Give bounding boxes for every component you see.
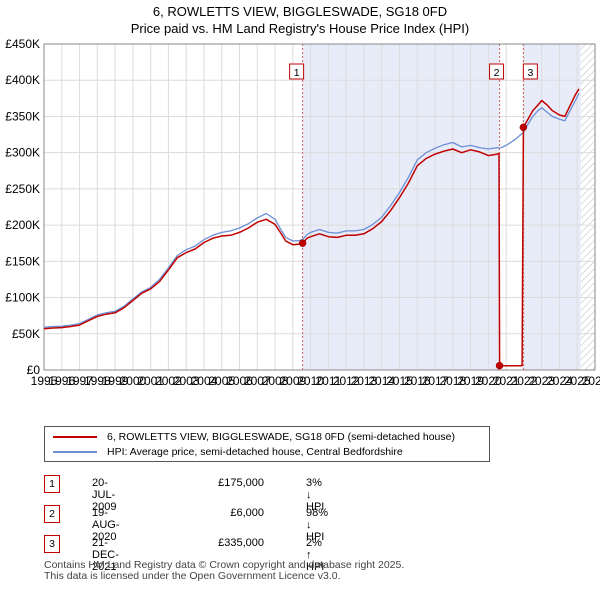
x-tick-label: 2021: [493, 374, 520, 388]
legend-swatch-hpi: [53, 451, 97, 453]
y-tick-label: £150K: [5, 254, 40, 268]
legend-item-hpi: HPI: Average price, semi-detached house,…: [53, 445, 403, 459]
footer-licence: This data is licensed under the Open Gov…: [44, 570, 341, 582]
transaction-hpi-change: 2% ↑ HPI: [306, 537, 325, 573]
legend-item-price: 6, ROWLETTS VIEW, BIGGLESWADE, SG18 0FD …: [53, 430, 455, 444]
legend: 6, ROWLETTS VIEW, BIGGLESWADE, SG18 0FD …: [44, 426, 490, 462]
x-tick-label: 2022: [511, 374, 538, 388]
x-tick-label: 2023: [528, 374, 555, 388]
transaction-price: £6,000: [230, 507, 264, 519]
x-tick-label: 2003: [173, 374, 200, 388]
y-tick-label: £300K: [5, 146, 40, 160]
y-tick-label: £100K: [5, 291, 40, 305]
y-tick-label: £450K: [5, 37, 40, 51]
y-tick-label: £350K: [5, 109, 40, 123]
x-tick-label: 1999: [102, 374, 129, 388]
transaction-number-badge: 3: [44, 535, 60, 553]
hpi-line: [43, 93, 580, 328]
x-tick-label: 2012: [333, 374, 360, 388]
x-tick-label: 2019: [457, 374, 484, 388]
annotation-number: 1: [294, 67, 300, 79]
x-tick-label: 2018: [439, 374, 466, 388]
x-tick-label: 2007: [244, 374, 271, 388]
x-tick-label: 2020: [475, 374, 502, 388]
x-tick-label: 2024: [546, 374, 573, 388]
y-tick-label: £0: [27, 363, 41, 377]
plot-frame: [43, 43, 596, 371]
sale-point: [519, 123, 528, 132]
y-tick-label: £250K: [5, 182, 40, 196]
forecast-hatch: [580, 44, 595, 370]
annotation-number: 3: [527, 67, 533, 79]
x-tick-label: 2004: [191, 374, 218, 388]
transaction-hpi-change: 3% ↓ HPI: [306, 477, 325, 513]
annotation-number: 2: [494, 67, 500, 79]
ownership-shade: [523, 44, 581, 370]
x-tick-label: 2008: [262, 374, 289, 388]
sale-annotation: 1: [289, 63, 305, 80]
x-tick-label: 2000: [120, 374, 147, 388]
annotation-box: [289, 63, 305, 80]
x-tick-label: 2017: [422, 374, 449, 388]
x-tick-label: 1996: [48, 374, 75, 388]
x-tick-label: 1998: [84, 374, 111, 388]
x-tick-label: 2005: [208, 374, 235, 388]
x-tick-label: 2013: [351, 374, 378, 388]
x-tick-label: 2010: [297, 374, 324, 388]
x-tick-label: 2015: [386, 374, 413, 388]
transaction-price: £335,000: [218, 537, 264, 549]
x-tick-label: 2016: [404, 374, 431, 388]
chart-title-line-1: 6, ROWLETTS VIEW, BIGGLESWADE, SG18 0FD: [152, 4, 448, 19]
annotation-box: [489, 63, 505, 80]
y-tick-label: £400K: [5, 73, 40, 87]
x-tick-label: 2009: [279, 374, 306, 388]
transaction-number-badge: 2: [44, 505, 60, 523]
chart-title-line-2: Price paid vs. HM Land Registry's House …: [130, 21, 470, 36]
annotation-box: [522, 63, 538, 80]
legend-label-hpi: HPI: Average price, semi-detached house,…: [107, 446, 403, 458]
x-tick-label: 2014: [368, 374, 395, 388]
sale-annotation: 2: [489, 63, 505, 80]
transaction-price: £175,000: [218, 477, 264, 489]
transaction-date: 20-JUL-2009: [92, 477, 117, 513]
x-tick-label: 2026: [582, 374, 600, 388]
legend-label-price: 6, ROWLETTS VIEW, BIGGLESWADE, SG18 0FD …: [107, 431, 455, 443]
transaction-date: 21-DEC-2021: [92, 537, 119, 573]
transaction-number-badge: 1: [44, 475, 60, 493]
transaction-date: 19-AUG-2020: [92, 507, 120, 543]
y-tick-label: £50K: [12, 327, 40, 341]
transaction-hpi-change: 98% ↓ HPI: [306, 507, 329, 543]
price-chart: £0 £50K £100K £150K £200K £250K £300K £350K £400…: [5, 37, 600, 388]
footer: Contains HM Land Registry data © Crown c…: [44, 560, 404, 582]
legend-swatch-price: [53, 436, 97, 438]
x-tick-label: 1997: [66, 374, 93, 388]
sale-annotation: 3: [522, 63, 538, 80]
sale-point: [298, 239, 307, 247]
x-tick-label: 2001: [137, 374, 164, 388]
x-tick-label: 2025: [564, 374, 591, 388]
x-tick-label: 2011: [315, 374, 341, 388]
y-tick-label: £200K: [5, 218, 40, 232]
price-paid-line: [43, 88, 580, 367]
sale-point: [495, 361, 504, 370]
x-tick-label: 1995: [31, 374, 58, 388]
ownership-shade: [302, 44, 500, 370]
x-tick-label: 2006: [226, 374, 253, 388]
footer-copyright: Contains HM Land Registry data © Crown c…: [44, 559, 405, 571]
x-tick-label: 2002: [155, 374, 182, 388]
